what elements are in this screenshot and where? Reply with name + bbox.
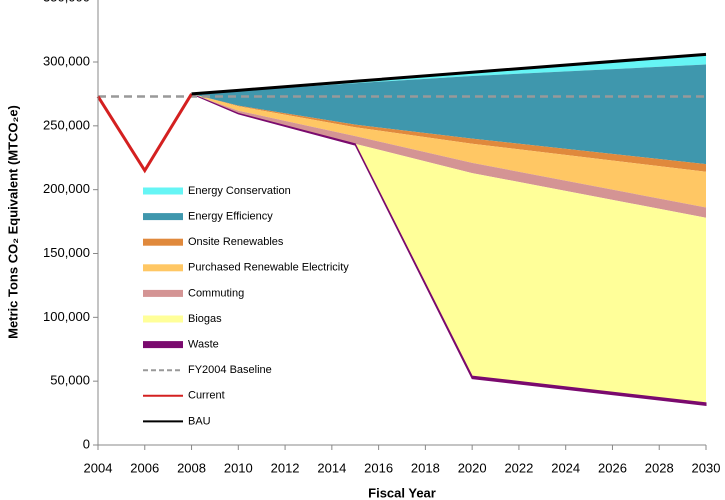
legend-label: FY2004 Baseline: [188, 364, 272, 376]
legend-label: Purchased Renewable Electricity: [188, 262, 349, 274]
x-tick-label: 2004: [84, 460, 113, 475]
legend-label: Current: [188, 390, 225, 402]
x-tick-label: 2026: [598, 460, 627, 475]
x-tick-label: 2028: [645, 460, 674, 475]
x-tick-label: 2024: [551, 460, 580, 475]
x-tick-label: 2030: [692, 460, 721, 475]
x-tick-label: 2018: [411, 460, 440, 475]
legend-swatch: [143, 264, 183, 272]
y-axis-label: Metric Tons CO₂ Equivalent (MTCO₂e): [5, 105, 20, 339]
y-tick-label: 250,000: [43, 117, 90, 132]
legend-swatch: [143, 213, 183, 221]
legend-label: Waste: [188, 339, 219, 351]
y-tick-label: 200,000: [43, 181, 90, 196]
y-tick-label: 100,000: [43, 309, 90, 324]
series-line: [191, 52, 707, 96]
legend-swatch: [143, 238, 183, 246]
x-tick-label: 2012: [271, 460, 300, 475]
y-tick-label: 350,000: [43, 0, 90, 5]
legend-label: Biogas: [188, 313, 222, 325]
y-tick-label: 300,000: [43, 53, 90, 68]
wedge-area: [191, 64, 707, 165]
x-tick-label: 2010: [224, 460, 253, 475]
x-axis-label: Fiscal Year: [368, 485, 436, 500]
wedge-area: [191, 93, 707, 406]
x-tick-label: 2022: [504, 460, 533, 475]
legend-label: Commuting: [188, 287, 244, 299]
legend-swatch: [143, 289, 183, 297]
y-tick-label: 150,000: [43, 245, 90, 260]
legend-label: Energy Conservation: [188, 185, 291, 197]
wedge-area: [191, 93, 707, 403]
series-line: [96, 93, 193, 174]
x-tick-label: 2020: [458, 460, 487, 475]
x-tick-label: 2016: [364, 460, 393, 475]
x-tick-label: 2014: [317, 460, 346, 475]
legend-label: Onsite Renewables: [188, 236, 284, 248]
wedge-area: [191, 93, 707, 208]
y-tick-label: 50,000: [50, 373, 90, 388]
x-tick-label: 2008: [177, 460, 206, 475]
legend-swatch: [143, 341, 183, 349]
y-tick-label: 0: [83, 436, 90, 451]
wedge-area: [191, 93, 707, 172]
wedge-area: [191, 93, 707, 218]
x-tick-label: 2006: [130, 460, 159, 475]
legend-swatch: [143, 187, 183, 195]
legend-label: Energy Efficiency: [188, 211, 273, 223]
legend-label: BAU: [188, 415, 211, 427]
legend-swatch: [143, 315, 183, 323]
